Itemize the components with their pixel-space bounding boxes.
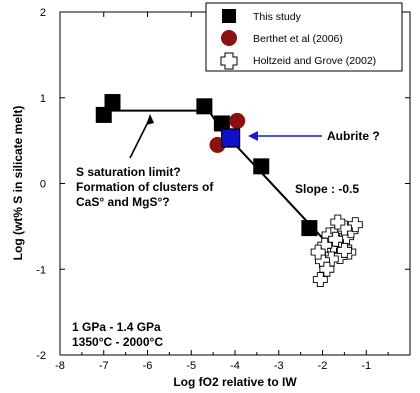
annotation-group: S saturation limit? Formation of cluster… bbox=[72, 114, 380, 349]
legend-box bbox=[205, 2, 403, 72]
holtzeid-point bbox=[312, 272, 328, 287]
y-tick-label: -1 bbox=[36, 264, 46, 276]
x-axis-label: Log fO2 relative to IW bbox=[173, 375, 297, 389]
berthet-point bbox=[229, 112, 246, 129]
legend-marker-berthet bbox=[221, 30, 237, 46]
y-axis-label: Log (wt% S in silicate melt) bbox=[11, 106, 25, 261]
x-tick-label: -8 bbox=[55, 360, 65, 372]
this-study-point bbox=[104, 94, 121, 111]
s-saturation-text-3: CaS° and MgS°? bbox=[76, 195, 170, 209]
this-study-point bbox=[95, 106, 112, 123]
legend-label-berthet: Berthet et al (2006) bbox=[253, 33, 343, 45]
this-study-point bbox=[213, 115, 230, 132]
holtzeid-point bbox=[336, 242, 352, 258]
s-saturation-arrowhead bbox=[146, 114, 154, 125]
this-study-point bbox=[253, 158, 270, 175]
y-tick-label: 2 bbox=[40, 7, 46, 19]
legend-label-holtzeid: Holtzeid and Grove (2002) bbox=[253, 55, 376, 67]
holtzeid-point bbox=[328, 231, 344, 247]
aubrite-arrowhead bbox=[248, 131, 258, 141]
x-tick-label: -1 bbox=[361, 360, 371, 372]
holtzeid-point bbox=[319, 261, 335, 277]
holtzeid-point bbox=[310, 244, 326, 260]
y-tick-label: 1 bbox=[40, 93, 46, 105]
s-saturation-text-2: Formation of clusters of bbox=[76, 180, 214, 194]
aubrite-point bbox=[221, 128, 241, 148]
x-tick-label: -6 bbox=[143, 360, 153, 372]
legend-marker-holtzeid bbox=[220, 52, 238, 70]
s-saturation-text-1: S saturation limit? bbox=[76, 165, 181, 179]
x-tick-label: -2 bbox=[318, 360, 328, 372]
x-tick-label: -4 bbox=[230, 360, 240, 372]
x-tick-label: -3 bbox=[274, 360, 284, 372]
y-tick-label: -2 bbox=[36, 350, 46, 362]
legend-marker-this-study bbox=[222, 9, 236, 23]
holtzeid-point bbox=[347, 217, 363, 233]
legend-label-this-study: This study bbox=[253, 11, 302, 23]
x-tick-label: -5 bbox=[186, 360, 196, 372]
slope-label: Slope : -0.5 bbox=[295, 182, 359, 196]
conditions-text-2: 1350°C - 2000°C bbox=[72, 335, 163, 349]
data-marks bbox=[95, 94, 363, 287]
y-tick-label: 0 bbox=[40, 179, 46, 191]
aubrite-label: Aubrite ? bbox=[327, 129, 380, 143]
this-study-point bbox=[196, 98, 213, 115]
legend: This study Berthet et al (2006) Holtzeid… bbox=[205, 2, 403, 72]
conditions-text-1: 1 GPa - 1.4 GPa bbox=[72, 320, 161, 334]
holtzeid-point bbox=[330, 214, 346, 230]
this-study-point bbox=[301, 220, 318, 237]
x-tick-label: -7 bbox=[99, 360, 109, 372]
holtzeid-point bbox=[317, 237, 333, 253]
